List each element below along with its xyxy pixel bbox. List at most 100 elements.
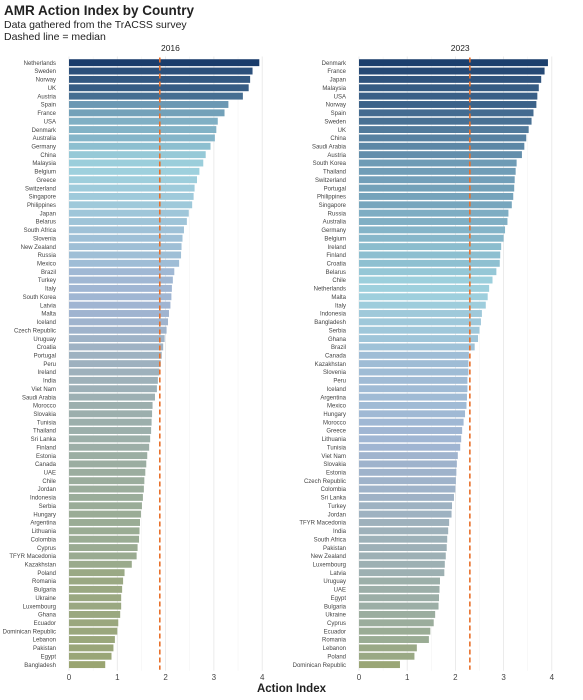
category-label: Lithuania <box>322 437 347 443</box>
category-label: Denmark <box>322 61 347 67</box>
bar-lebanon <box>359 644 417 652</box>
category-label: Mexico <box>37 262 57 268</box>
bar-bulgaria <box>359 602 439 610</box>
category-label: Chile <box>332 278 346 284</box>
category-label: Thailand <box>323 170 346 176</box>
bar-canada <box>359 351 469 359</box>
category-label: Turkey <box>328 504 346 510</box>
category-label: Slovakia <box>323 462 346 468</box>
category-label: China <box>40 153 56 159</box>
bar-romania <box>69 577 124 585</box>
chart-note: Dashed line = median <box>4 31 106 43</box>
category-label: Netherlands <box>24 61 56 67</box>
category-label: Indonesia <box>30 496 57 502</box>
x-tick-label: 3 <box>212 673 217 682</box>
bar-brazil <box>69 268 175 276</box>
category-label: Canada <box>325 353 347 359</box>
category-label: Viet Nam <box>31 387 56 393</box>
category-label: Switzerland <box>315 178 346 184</box>
bar-slovenia <box>359 368 469 376</box>
bar-lebanon <box>69 636 115 643</box>
bar-cyprus <box>69 544 138 552</box>
bar-iceland <box>69 318 169 326</box>
bar-estonia <box>69 452 148 460</box>
category-label: Pakistan <box>33 646 56 652</box>
bar-thailand <box>359 167 516 175</box>
category-label: Uruguay <box>323 579 346 585</box>
bar-finland <box>69 443 150 451</box>
category-label: Malaysia <box>32 161 56 167</box>
bar-usa <box>69 117 218 125</box>
bar-france <box>69 109 225 117</box>
category-label: Austria <box>37 94 56 100</box>
bar-viet-nam <box>69 385 157 393</box>
category-label: South Korea <box>313 161 347 167</box>
bar-australia <box>359 218 508 225</box>
bar-croatia <box>69 343 164 351</box>
bar-singapore <box>359 201 512 209</box>
bar-indonesia <box>69 493 143 501</box>
category-label: Turkey <box>38 278 56 284</box>
category-label: Australia <box>323 220 347 226</box>
category-label: Austria <box>327 153 346 159</box>
category-label: TFYR Macedonia <box>299 521 346 527</box>
bar-lithuania <box>359 435 462 443</box>
bar-iceland <box>359 385 468 393</box>
category-label: Serbia <box>329 328 347 334</box>
category-label: Viet Nam <box>321 454 346 460</box>
bar-hungary <box>359 410 466 418</box>
bar-luxembourg <box>359 560 445 568</box>
category-label: Ukraine <box>325 613 346 619</box>
bar-philippines <box>359 192 514 200</box>
category-label: Slovakia <box>33 412 56 418</box>
bar-tunisia <box>69 418 152 426</box>
category-label: Estonia <box>326 471 347 477</box>
category-label: Estonia <box>36 454 57 460</box>
category-label: Peru <box>333 379 346 385</box>
bar-spain <box>359 109 534 117</box>
bar-ecuador <box>69 619 119 627</box>
bar-chile <box>359 276 493 284</box>
category-label: Cyprus <box>327 621 346 627</box>
bar-spain <box>69 101 229 108</box>
bar-india <box>69 376 158 384</box>
category-label: Czech Republic <box>14 328 56 334</box>
category-label: Romania <box>322 638 347 644</box>
bar-poland <box>69 569 125 577</box>
category-label: Lithuania <box>32 529 57 535</box>
category-label: Russia <box>38 253 57 259</box>
bar-romania <box>359 636 429 643</box>
bar-austria <box>359 151 522 159</box>
category-label: Uruguay <box>33 337 56 343</box>
bar-canada <box>69 460 147 468</box>
bar-tunisia <box>359 443 461 451</box>
bar-greece <box>69 176 197 184</box>
category-label: South Africa <box>24 228 57 234</box>
category-label: Greece <box>326 429 346 435</box>
category-label: Sweden <box>34 69 56 75</box>
x-tick-label: 3 <box>501 673 506 682</box>
category-label: France <box>327 69 346 75</box>
bar-netherlands <box>359 284 490 292</box>
bar-belgium <box>359 234 504 242</box>
category-label: Ukraine <box>35 596 56 602</box>
category-label: Lebanon <box>323 646 346 652</box>
bar-sri-lanka <box>359 493 454 501</box>
x-tick-label: 1 <box>115 673 120 682</box>
bar-denmark <box>69 126 217 134</box>
category-label: Norway <box>326 103 346 109</box>
category-label: Italy <box>45 287 56 293</box>
bar-uruguay <box>359 577 440 585</box>
bar-brazil <box>359 343 475 351</box>
category-label: Bangladesh <box>314 320 346 326</box>
bar-japan <box>69 209 189 217</box>
bar-dominican-republic <box>69 627 118 635</box>
bar-pakistan <box>69 644 114 652</box>
bar-russia <box>69 251 182 259</box>
category-label: UAE <box>44 471 56 477</box>
bar-slovakia <box>359 460 457 468</box>
bar-philippines <box>69 201 193 209</box>
category-label: Colombia <box>321 487 347 493</box>
bar-cyprus <box>359 619 434 627</box>
